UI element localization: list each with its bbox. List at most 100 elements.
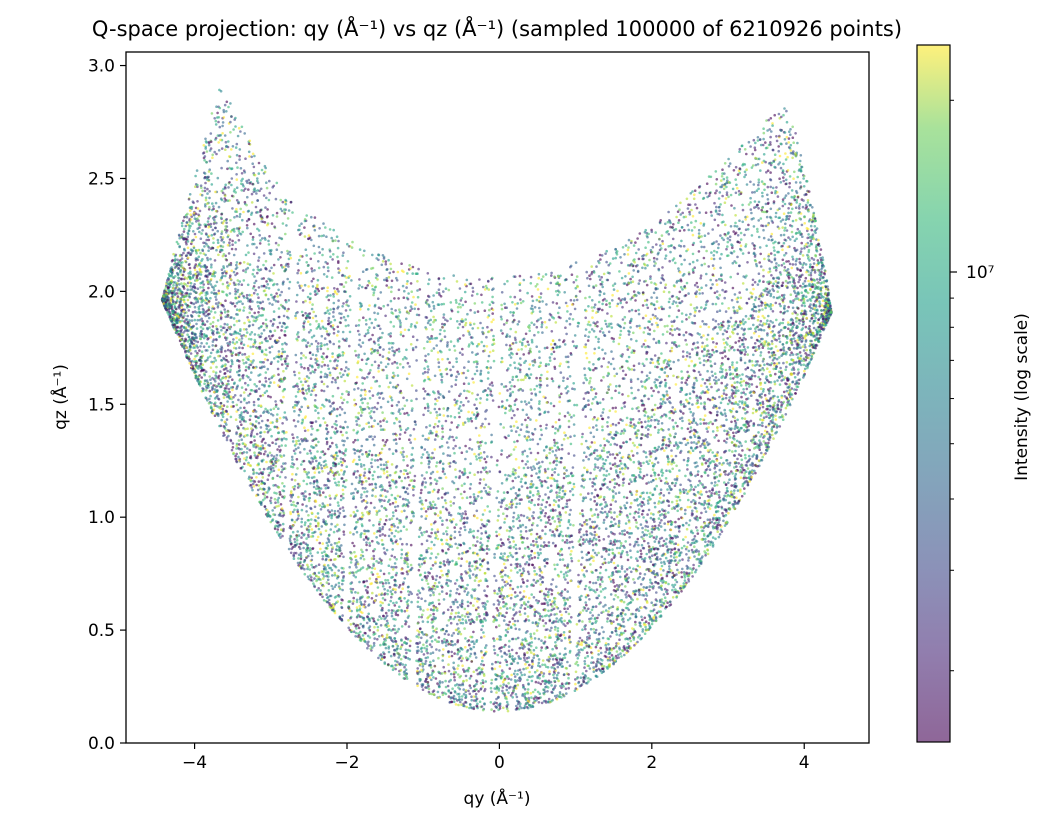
scatter-point [653, 408, 657, 411]
scatter-point [496, 660, 500, 664]
scatter-point [782, 162, 785, 166]
scatter-point [352, 574, 356, 577]
scatter-point [249, 345, 252, 349]
scatter-point [533, 503, 536, 507]
scatter-point [437, 598, 441, 602]
scatter-point [651, 313, 655, 317]
scatter-point [500, 646, 504, 649]
scatter-point [376, 625, 380, 629]
scatter-point [456, 326, 460, 330]
scatter-point [459, 305, 462, 309]
scatter-point [700, 336, 703, 339]
scatter-point [606, 365, 610, 369]
scatter-point [329, 308, 332, 311]
scatter-point [247, 251, 250, 254]
scatter-point [702, 422, 706, 425]
scatter-point [516, 302, 519, 305]
scatter-point [783, 107, 786, 110]
scatter-point [537, 295, 541, 299]
scatter-point [431, 300, 435, 304]
scatter-point [445, 518, 449, 522]
scatter-point [237, 439, 241, 442]
scatter-point [340, 469, 343, 472]
scatter-point [474, 455, 478, 458]
scatter-point [466, 417, 470, 421]
scatter-point [738, 171, 741, 175]
scatter-point [469, 495, 472, 499]
scatter-point [673, 444, 676, 448]
scatter-point [625, 301, 628, 304]
scatter-point [691, 252, 695, 256]
scatter-point [469, 652, 473, 656]
scatter-point [331, 355, 334, 359]
scatter-point [442, 290, 445, 293]
scatter-point [549, 402, 553, 405]
scatter-point [704, 191, 708, 195]
scatter-point [563, 541, 567, 544]
scatter-point [261, 322, 265, 325]
scatter-point [727, 195, 730, 199]
scatter-point [216, 176, 220, 180]
scatter-point [308, 344, 312, 348]
scatter-point [514, 430, 518, 433]
scatter-point [284, 476, 287, 479]
scatter-point [720, 273, 723, 276]
scatter-point [270, 266, 273, 270]
scatter-point [498, 647, 501, 650]
scatter-point [397, 400, 401, 404]
scatter-point [402, 458, 405, 462]
scatter-point [788, 185, 791, 189]
scatter-point [376, 629, 380, 632]
scatter-point [700, 511, 703, 515]
scatter-point [512, 511, 516, 515]
scatter-point [189, 352, 193, 355]
scatter-point [501, 360, 504, 364]
scatter-point [459, 564, 463, 568]
scatter-point [314, 524, 318, 528]
scatter-point [436, 530, 440, 534]
scatter-point [506, 389, 509, 392]
scatter-point [668, 306, 672, 309]
scatter-point [355, 627, 358, 630]
scatter-point [235, 178, 239, 181]
scatter-point [641, 316, 645, 320]
scatter-point [652, 465, 655, 468]
scatter-point [809, 263, 812, 266]
scatter-point [466, 389, 469, 393]
scatter-point [809, 224, 813, 228]
scatter-point [204, 198, 208, 202]
scatter-point [718, 462, 721, 465]
scatter-point [498, 392, 502, 395]
scatter-point [600, 576, 604, 579]
scatter-point [314, 393, 318, 397]
scatter-point [467, 360, 470, 364]
scatter-point [520, 485, 524, 488]
scatter-point [453, 690, 457, 693]
scatter-point [375, 594, 378, 597]
scatter-point [373, 548, 377, 551]
scatter-point [568, 317, 571, 320]
scatter-point [247, 188, 250, 191]
scatter-point [530, 501, 533, 505]
scatter-point [314, 409, 317, 412]
scatter-point [360, 483, 364, 486]
scatter-point [416, 682, 419, 685]
scatter-point [804, 345, 807, 349]
scatter-point [403, 597, 406, 600]
scatter-point [348, 565, 352, 569]
scatter-point [558, 495, 561, 498]
scatter-point [271, 441, 274, 445]
scatter-point [400, 639, 403, 642]
scatter-point [643, 573, 647, 576]
scatter-point [580, 643, 583, 647]
scatter-point [589, 563, 592, 566]
scatter-point [405, 399, 409, 402]
scatter-point [383, 587, 386, 591]
scatter-point [536, 288, 540, 291]
scatter-point [306, 428, 310, 432]
scatter-point [476, 352, 479, 356]
scatter-point [664, 477, 668, 480]
scatter-point [733, 381, 737, 385]
scatter-point [207, 402, 211, 405]
scatter-point [714, 170, 718, 173]
